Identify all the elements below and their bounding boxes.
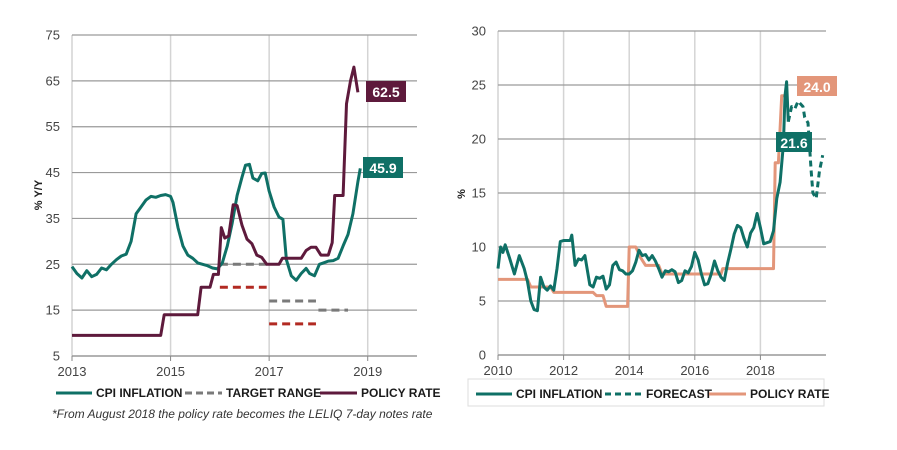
- legend-label-cpi: CPI INFLATION: [96, 386, 182, 400]
- legend-label-forecast: FORECAST: [646, 387, 713, 401]
- x-tick-label: 2013: [58, 364, 87, 379]
- y-tick-label: 75: [46, 28, 60, 43]
- x-tick-label: 2012: [549, 363, 578, 378]
- y-tick-label: 15: [472, 186, 486, 201]
- legend-label-target: TARGET RANGE: [226, 386, 321, 400]
- policy-rate-end-label: 62.5: [366, 81, 406, 102]
- right-legend: CPI INFLATION FORECAST POLICY RATE: [467, 378, 830, 407]
- footnote: *From August 2018 the policy rate become…: [52, 407, 433, 421]
- y-tick-label: 45: [46, 165, 60, 180]
- policy-rate-line: [72, 65, 360, 337]
- y-tick-label: 35: [46, 211, 60, 226]
- legend-box: [467, 378, 825, 407]
- cpi-inflation-line: [496, 80, 790, 313]
- cpi-end-label: 45.9: [363, 157, 403, 178]
- left-chart: 2013 2015 2017 2019 5 15 25 35 45 55 65 75 % Y/Y 62…: [33, 28, 441, 422]
- y-tick-label: 10: [472, 240, 486, 255]
- x-tick-label: 2016: [680, 363, 709, 378]
- x-tick-label: 2015: [156, 364, 185, 379]
- right-y-axis-label: %: [456, 189, 468, 199]
- cpi-end-label-right: 21.6: [776, 132, 812, 152]
- legend-label-policy: POLICY RATE: [750, 387, 830, 401]
- y-tick-label: 0: [479, 348, 486, 363]
- forecast-line: [786, 99, 825, 200]
- legend-label-cpi: CPI INFLATION: [516, 387, 602, 401]
- legend-label-policy: POLICY RATE: [361, 386, 441, 400]
- y-tick-label: 65: [46, 73, 60, 88]
- y-tick-label: 25: [472, 78, 486, 93]
- y-tick-label: 20: [472, 132, 486, 147]
- svg-text:24.0: 24.0: [803, 79, 830, 95]
- cpi-inflation-line: [70, 162, 362, 282]
- svg-text:62.5: 62.5: [372, 84, 399, 100]
- y-tick-label: 5: [53, 349, 60, 364]
- y-tick-label: 25: [46, 257, 60, 272]
- policy-rate-end-label-right: 24.0: [797, 76, 837, 96]
- y-tick-label: 5: [479, 294, 486, 309]
- y-tick-label: 55: [46, 119, 60, 134]
- svg-text:45.9: 45.9: [369, 160, 396, 176]
- x-tick-label: 2017: [255, 364, 284, 379]
- x-tick-label: 2019: [353, 364, 382, 379]
- y-tick-label: 15: [46, 303, 60, 318]
- svg-text:21.6: 21.6: [780, 135, 807, 151]
- x-tick-label: 2014: [615, 363, 644, 378]
- policy-rate-line: [498, 94, 789, 308]
- x-tick-label: 2010: [484, 363, 513, 378]
- x-tick-label: 2018: [746, 363, 775, 378]
- left-y-axis-label: % Y/Y: [33, 179, 45, 210]
- y-tick-label: 30: [472, 24, 486, 39]
- left-legend: CPI INFLATION TARGET RANGE POLICY RATE: [56, 386, 441, 400]
